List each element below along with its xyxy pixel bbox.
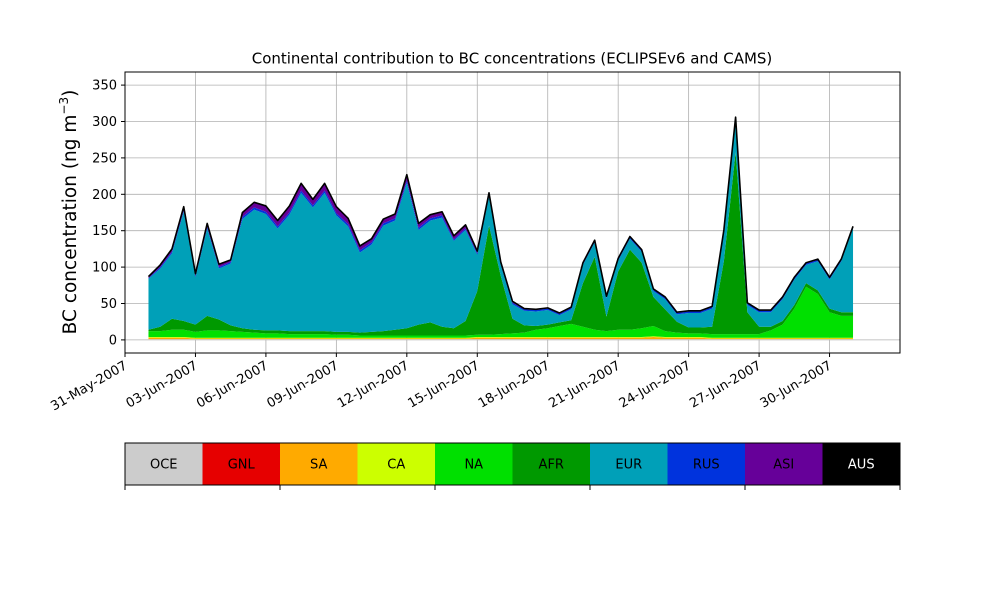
legend-label-eur: EUR [615, 458, 642, 473]
legend-label-sa: SA [310, 458, 327, 473]
x-tick-label: 03-Jun-2007 [124, 358, 201, 411]
area-series-afr [148, 152, 854, 336]
legend-label-na: NA [464, 458, 483, 473]
area-series-oce [148, 339, 854, 340]
legend-swatch-gnl [202, 443, 280, 485]
legend-swatch-oce [125, 443, 203, 485]
area-series-na [148, 286, 854, 338]
y-axis-label-close: ) [60, 90, 81, 97]
legend-swatch-aus [822, 443, 900, 485]
chart-title: Continental contribution to BC concentra… [252, 50, 773, 68]
y-axis-label: BC concentration (ng m−3) [57, 90, 81, 335]
legend-swatch-asi [745, 443, 823, 485]
legend-label-aus: AUS [848, 458, 875, 473]
legend-frame [124, 442, 901, 486]
y-tick-label: 200 [92, 188, 117, 203]
y-tick-label: 50 [100, 297, 117, 312]
area-series-eur [148, 119, 854, 333]
x-tick-label: 31-May-2007 [48, 358, 130, 414]
y-tick-label: 350 [92, 79, 117, 94]
area-series-ca [148, 336, 854, 339]
legend-swatch-rus [667, 443, 745, 485]
x-tick-label: 15-Jun-2007 [405, 358, 482, 411]
y-tick-label: 100 [92, 261, 117, 276]
x-tick-label: 18-Jun-2007 [476, 358, 553, 411]
y-tick-label: 0 [109, 333, 117, 348]
y-tick-label: 250 [92, 151, 117, 166]
x-tick-label: 30-Jun-2007 [758, 358, 835, 411]
total-outline [147, 116, 854, 314]
area-series-sa [148, 336, 854, 340]
legend-swatch-eur [590, 443, 668, 485]
x-tick-label: 24-Jun-2007 [617, 358, 694, 411]
x-tick-label: 21-Jun-2007 [546, 358, 623, 411]
plot-frame [124, 71, 901, 354]
y-tick-label: 150 [92, 224, 117, 239]
legend-label-oce: OCE [150, 458, 178, 473]
y-axis-label-exponent: −3 [57, 97, 71, 115]
legend-swatch-sa [280, 443, 358, 485]
legend-swatch-ca [357, 443, 435, 485]
x-tick-label: 09-Jun-2007 [265, 358, 342, 411]
y-tick-label: 300 [92, 115, 117, 130]
legend-label-asi: ASI [773, 458, 794, 473]
legend-swatch-na [435, 443, 513, 485]
x-tick-label: 12-Jun-2007 [335, 358, 412, 411]
legend: OCE GNL SA CA NA AFR EUR RUS ASI AUS [124, 442, 901, 490]
stacked-areas [147, 116, 854, 340]
x-tick-label: 06-Jun-2007 [194, 358, 271, 411]
legend-label-afr: AFR [539, 458, 564, 473]
legend-swatch-afr [512, 443, 590, 485]
legend-label-rus: RUS [693, 458, 720, 473]
legend-label-gnl: GNL [228, 458, 256, 473]
x-tick-label: 27-Jun-2007 [687, 358, 764, 411]
y-axis-label-main: BC concentration (ng m [60, 115, 81, 335]
legend-label-ca: CA [387, 458, 405, 473]
